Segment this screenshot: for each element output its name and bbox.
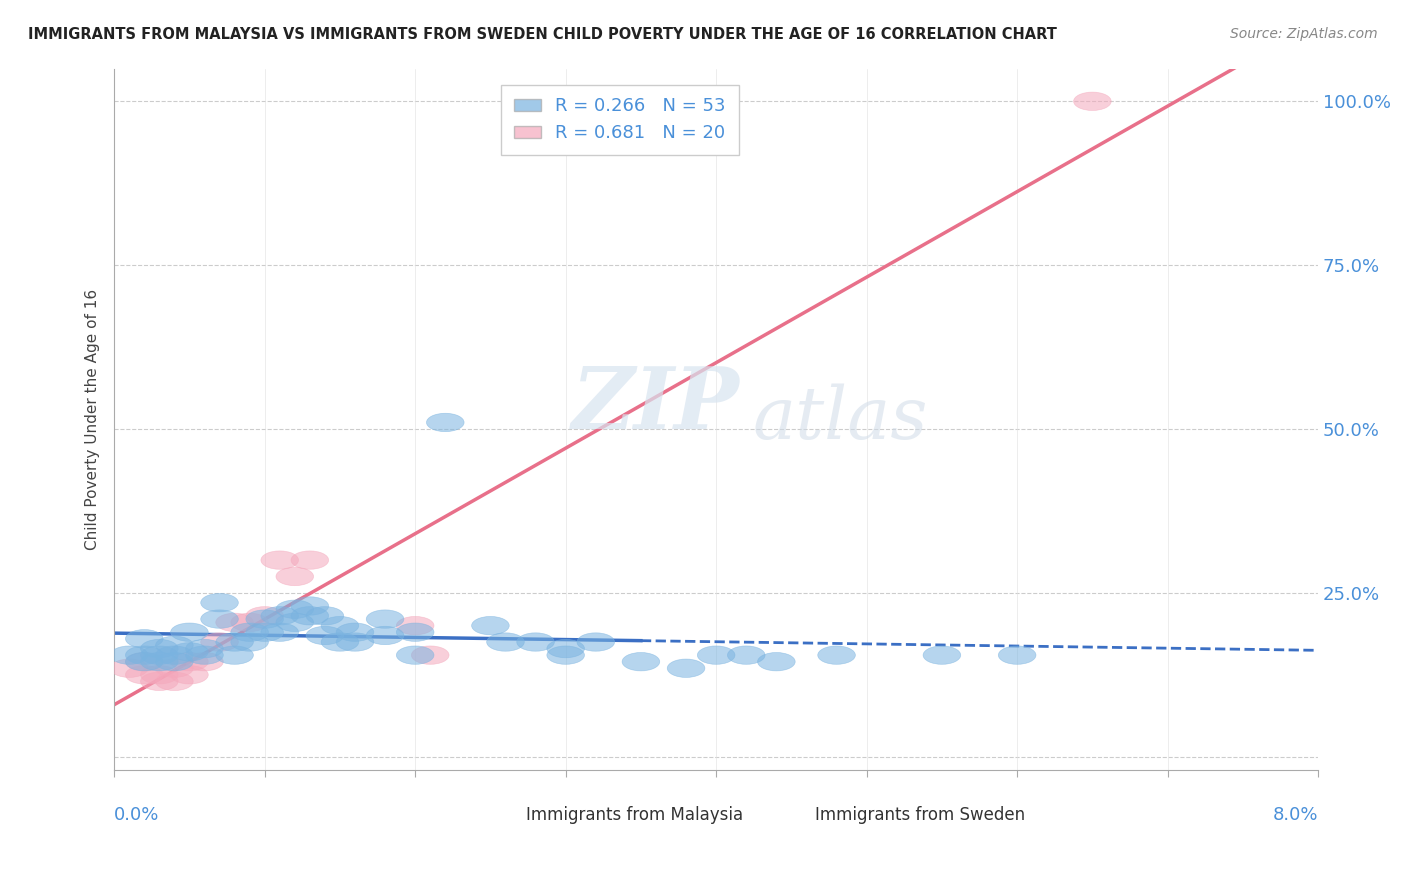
Text: IMMIGRANTS FROM MALAYSIA VS IMMIGRANTS FROM SWEDEN CHILD POVERTY UNDER THE AGE O: IMMIGRANTS FROM MALAYSIA VS IMMIGRANTS F… bbox=[28, 27, 1057, 42]
Ellipse shape bbox=[246, 610, 284, 628]
Ellipse shape bbox=[486, 632, 524, 651]
Ellipse shape bbox=[818, 646, 855, 665]
Ellipse shape bbox=[291, 551, 329, 569]
Ellipse shape bbox=[141, 653, 179, 671]
Ellipse shape bbox=[547, 640, 585, 657]
Ellipse shape bbox=[307, 626, 343, 645]
Ellipse shape bbox=[231, 613, 269, 632]
Ellipse shape bbox=[170, 665, 208, 684]
Ellipse shape bbox=[186, 653, 224, 671]
Ellipse shape bbox=[125, 646, 163, 665]
Ellipse shape bbox=[170, 623, 208, 641]
Ellipse shape bbox=[156, 659, 193, 677]
Text: ZIP: ZIP bbox=[572, 363, 740, 447]
Ellipse shape bbox=[336, 623, 374, 641]
Text: 0.0%: 0.0% bbox=[114, 805, 159, 824]
Text: Source: ZipAtlas.com: Source: ZipAtlas.com bbox=[1230, 27, 1378, 41]
Ellipse shape bbox=[668, 659, 704, 677]
Ellipse shape bbox=[156, 636, 193, 655]
Ellipse shape bbox=[426, 413, 464, 432]
Ellipse shape bbox=[111, 646, 148, 665]
Y-axis label: Child Poverty Under the Age of 16: Child Poverty Under the Age of 16 bbox=[86, 289, 100, 549]
Ellipse shape bbox=[276, 567, 314, 586]
Ellipse shape bbox=[246, 623, 284, 641]
Ellipse shape bbox=[141, 665, 179, 684]
Ellipse shape bbox=[517, 632, 554, 651]
Ellipse shape bbox=[201, 593, 239, 612]
Ellipse shape bbox=[924, 646, 960, 665]
Ellipse shape bbox=[141, 646, 179, 665]
Ellipse shape bbox=[156, 673, 193, 690]
Ellipse shape bbox=[111, 659, 148, 677]
Ellipse shape bbox=[727, 646, 765, 665]
Ellipse shape bbox=[276, 613, 314, 632]
Text: Immigrants from Malaysia: Immigrants from Malaysia bbox=[526, 806, 742, 824]
Ellipse shape bbox=[170, 653, 208, 671]
Ellipse shape bbox=[321, 616, 359, 635]
Ellipse shape bbox=[367, 626, 404, 645]
Ellipse shape bbox=[215, 646, 253, 665]
Ellipse shape bbox=[156, 653, 193, 671]
Ellipse shape bbox=[758, 653, 796, 671]
Ellipse shape bbox=[998, 646, 1036, 665]
Text: 8.0%: 8.0% bbox=[1272, 805, 1319, 824]
Text: atlas: atlas bbox=[752, 384, 928, 454]
Ellipse shape bbox=[215, 613, 253, 632]
Legend: R = 0.266   N = 53, R = 0.681   N = 20: R = 0.266 N = 53, R = 0.681 N = 20 bbox=[501, 85, 738, 155]
Ellipse shape bbox=[141, 673, 179, 690]
Ellipse shape bbox=[215, 632, 253, 651]
Ellipse shape bbox=[170, 642, 208, 661]
Text: Immigrants from Sweden: Immigrants from Sweden bbox=[815, 806, 1025, 824]
Ellipse shape bbox=[291, 597, 329, 615]
Ellipse shape bbox=[576, 632, 614, 651]
Ellipse shape bbox=[262, 623, 298, 641]
Ellipse shape bbox=[125, 630, 163, 648]
Ellipse shape bbox=[396, 646, 434, 665]
Ellipse shape bbox=[396, 623, 434, 641]
Ellipse shape bbox=[547, 646, 585, 665]
Ellipse shape bbox=[231, 632, 269, 651]
Ellipse shape bbox=[156, 646, 193, 665]
Ellipse shape bbox=[125, 653, 163, 671]
Ellipse shape bbox=[471, 616, 509, 635]
Ellipse shape bbox=[246, 607, 284, 625]
Ellipse shape bbox=[621, 653, 659, 671]
Ellipse shape bbox=[231, 623, 269, 641]
Ellipse shape bbox=[276, 600, 314, 618]
Ellipse shape bbox=[262, 551, 298, 569]
Ellipse shape bbox=[321, 632, 359, 651]
Ellipse shape bbox=[1074, 92, 1111, 111]
FancyBboxPatch shape bbox=[782, 805, 808, 826]
Ellipse shape bbox=[396, 616, 434, 635]
Ellipse shape bbox=[291, 607, 329, 625]
Ellipse shape bbox=[307, 607, 343, 625]
FancyBboxPatch shape bbox=[494, 805, 520, 826]
Ellipse shape bbox=[336, 632, 374, 651]
Ellipse shape bbox=[367, 610, 404, 628]
Ellipse shape bbox=[262, 607, 298, 625]
Ellipse shape bbox=[186, 646, 224, 665]
Ellipse shape bbox=[412, 646, 449, 665]
Ellipse shape bbox=[125, 653, 163, 671]
Ellipse shape bbox=[201, 632, 239, 651]
Ellipse shape bbox=[125, 665, 163, 684]
Ellipse shape bbox=[186, 640, 224, 657]
Ellipse shape bbox=[141, 640, 179, 657]
Ellipse shape bbox=[201, 610, 239, 628]
Ellipse shape bbox=[697, 646, 735, 665]
